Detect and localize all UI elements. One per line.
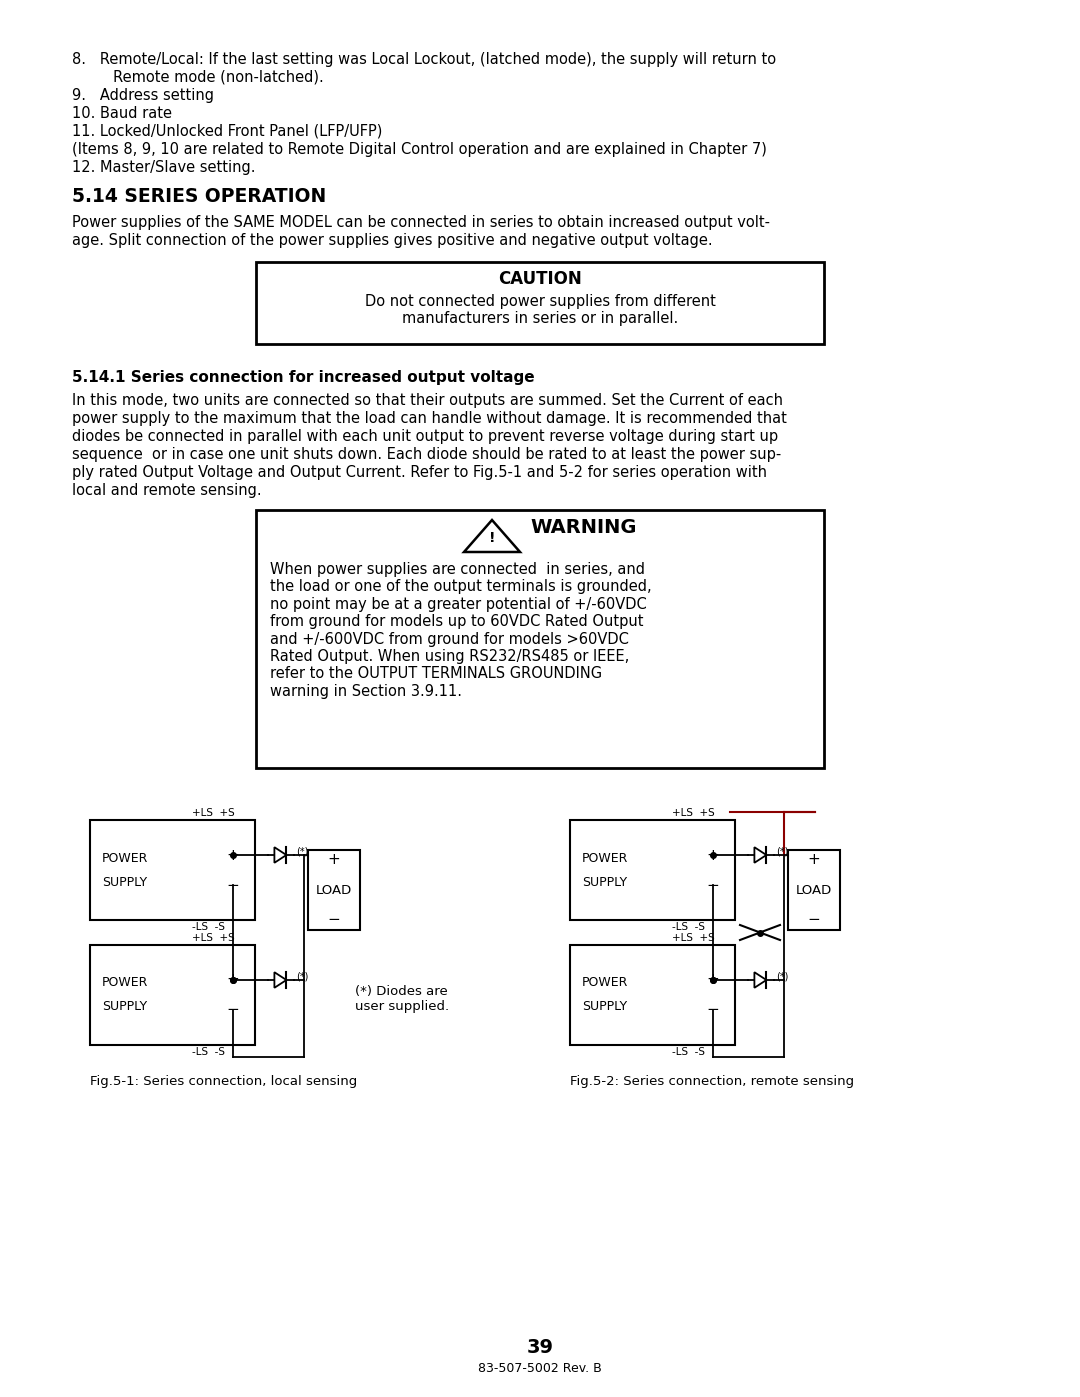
Text: 11. Locked/Unlocked Front Panel (LFP/UFP): 11. Locked/Unlocked Front Panel (LFP/UFP…	[72, 124, 382, 138]
Bar	[90, 820, 255, 921]
Text: -LS  -S: -LS -S	[672, 922, 705, 932]
Text: Remote mode (non-latched).: Remote mode (non-latched).	[90, 70, 324, 85]
Text: −: −	[706, 1003, 719, 1017]
Bar	[570, 820, 735, 921]
Text: −: −	[706, 877, 719, 893]
Text: +: +	[328, 852, 340, 868]
Text: sequence  or in case one unit shuts down. Each diode should be rated to at least: sequence or in case one unit shuts down.…	[72, 447, 781, 462]
Text: Do not connected power supplies from different
manufacturers in series or in par: Do not connected power supplies from dif…	[365, 293, 715, 327]
Text: 5.14 SERIES OPERATION: 5.14 SERIES OPERATION	[72, 187, 326, 205]
Text: SUPPLY: SUPPLY	[582, 1000, 627, 1013]
Text: (*): (*)	[777, 971, 788, 982]
Bar	[308, 849, 361, 930]
Text: diodes be connected in parallel with each unit output to prevent reverse voltage: diodes be connected in parallel with eac…	[72, 429, 778, 444]
Text: (*): (*)	[296, 847, 309, 856]
Text: +LS  +S: +LS +S	[672, 933, 715, 943]
Text: ply rated Output Voltage and Output Current. Refer to Fig.5-1 and 5-2 for series: ply rated Output Voltage and Output Curr…	[72, 465, 767, 481]
Text: +LS  +S: +LS +S	[672, 807, 715, 819]
Text: local and remote sensing.: local and remote sensing.	[72, 483, 261, 497]
Text: 5.14.1 Series connection for increased output voltage: 5.14.1 Series connection for increased o…	[72, 370, 535, 386]
Text: SUPPLY: SUPPLY	[102, 1000, 147, 1013]
Text: Fig.5-2: Series connection, remote sensing: Fig.5-2: Series connection, remote sensi…	[570, 1076, 854, 1088]
Text: -LS  -S: -LS -S	[672, 1046, 705, 1058]
Text: 12. Master/Slave setting.: 12. Master/Slave setting.	[72, 161, 256, 175]
Text: −: −	[808, 912, 821, 928]
Bar	[90, 944, 255, 1045]
Text: LOAD: LOAD	[316, 883, 352, 897]
Text: !: !	[489, 531, 496, 545]
Text: Power supplies of the SAME MODEL can be connected in series to obtain increased : Power supplies of the SAME MODEL can be …	[72, 215, 770, 231]
Text: +: +	[227, 848, 240, 862]
Text: Fig.5-1: Series connection, local sensing: Fig.5-1: Series connection, local sensin…	[90, 1076, 357, 1088]
Text: (*) Diodes are
user supplied.: (*) Diodes are user supplied.	[355, 985, 449, 1013]
Text: -LS  -S: -LS -S	[192, 1046, 226, 1058]
Text: +LS  +S: +LS +S	[192, 807, 235, 819]
Text: POWER: POWER	[582, 977, 629, 989]
Text: (Items 8, 9, 10 are related to Remote Digital Control operation and are explaine: (Items 8, 9, 10 are related to Remote Di…	[72, 142, 767, 156]
Bar	[256, 510, 824, 768]
Text: WARNING: WARNING	[530, 518, 636, 536]
Text: CAUTION: CAUTION	[498, 270, 582, 288]
Bar	[788, 849, 840, 930]
Text: age. Split connection of the power supplies gives positive and negative output v: age. Split connection of the power suppl…	[72, 233, 713, 249]
Text: (*): (*)	[296, 971, 309, 982]
Text: LOAD: LOAD	[796, 883, 833, 897]
Text: SUPPLY: SUPPLY	[582, 876, 627, 888]
Text: 8.   Remote/Local: If the last setting was Local Lockout, (latched mode), the su: 8. Remote/Local: If the last setting was…	[72, 52, 777, 67]
Text: +: +	[706, 972, 719, 988]
Text: (*): (*)	[777, 847, 788, 856]
Text: POWER: POWER	[102, 977, 148, 989]
Bar	[570, 944, 735, 1045]
Text: In this mode, two units are connected so that their outputs are summed. Set the : In this mode, two units are connected so…	[72, 393, 783, 408]
Text: -LS  -S: -LS -S	[192, 922, 226, 932]
Text: +: +	[808, 852, 821, 868]
Text: power supply to the maximum that the load can handle without damage. It is recom: power supply to the maximum that the loa…	[72, 411, 787, 426]
Text: +: +	[227, 972, 240, 988]
Text: SUPPLY: SUPPLY	[102, 876, 147, 888]
Text: POWER: POWER	[102, 852, 148, 865]
Text: 9.   Address setting: 9. Address setting	[72, 88, 214, 103]
Bar	[256, 263, 824, 344]
Text: −: −	[328, 912, 340, 928]
Text: POWER: POWER	[582, 852, 629, 865]
Text: 83-507-5002 Rev. B: 83-507-5002 Rev. B	[478, 1362, 602, 1375]
Text: 39: 39	[527, 1338, 554, 1356]
Text: −: −	[227, 1003, 240, 1017]
Text: When power supplies are connected  in series, and
the load or one of the output : When power supplies are connected in ser…	[270, 562, 651, 698]
Text: 10. Baud rate: 10. Baud rate	[72, 106, 172, 122]
Text: +: +	[706, 848, 719, 862]
Text: +LS  +S: +LS +S	[192, 933, 235, 943]
Text: −: −	[227, 877, 240, 893]
